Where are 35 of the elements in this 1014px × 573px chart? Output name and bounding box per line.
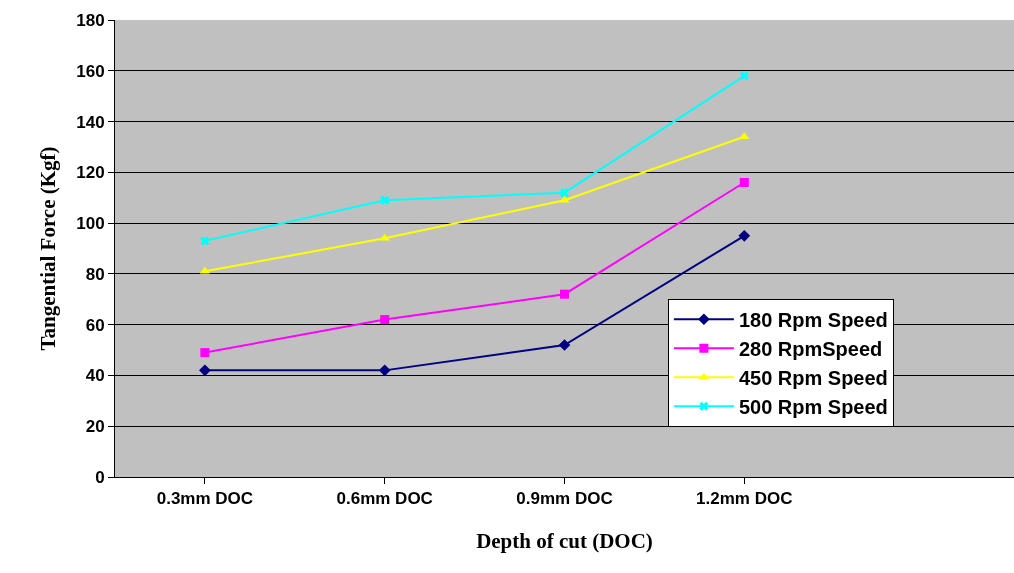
point — [379, 233, 390, 241]
point — [738, 229, 751, 242]
y-tick-label: 180 — [76, 10, 105, 30]
y-tick-label: 0 — [95, 467, 105, 487]
legend-label: 500 Rpm Speed — [738, 396, 888, 419]
point — [560, 289, 569, 299]
point — [200, 348, 210, 358]
y-tick-label: 60 — [85, 315, 105, 335]
y-tick-label: 100 — [76, 214, 105, 234]
point — [380, 315, 390, 325]
y-tick-label: 120 — [76, 163, 105, 183]
x-axis-title: Depth of cut (DOC) — [476, 528, 653, 553]
point — [559, 195, 570, 203]
y-axis-title: Tangential Force (Kgf) — [36, 146, 61, 351]
point — [739, 71, 749, 81]
point — [739, 177, 749, 187]
legend-label: 450 Rpm Speed — [738, 367, 888, 390]
point — [739, 132, 750, 140]
y-tick-label: 80 — [85, 264, 105, 284]
point — [559, 188, 570, 198]
x-tick-label: 0.6mm DOC — [336, 489, 433, 509]
x-tick-label: 0.3mm DOC — [156, 489, 254, 509]
point — [200, 236, 210, 246]
y-tick-label: 140 — [76, 112, 105, 132]
y-tick-label: 40 — [85, 366, 105, 386]
x-tick-label: 1.2mm DOC — [696, 489, 793, 509]
legend-label: 180 Rpm Speed — [738, 309, 888, 332]
y-tick-label: 20 — [85, 417, 105, 437]
point — [558, 339, 571, 351]
legend-label: 280 RpmSpeed — [738, 338, 883, 361]
x-tick-label: 0.9mm DOC — [516, 489, 613, 509]
y-tick-label: 160 — [76, 61, 105, 81]
point — [380, 195, 390, 205]
point — [378, 364, 391, 377]
point — [199, 364, 211, 377]
